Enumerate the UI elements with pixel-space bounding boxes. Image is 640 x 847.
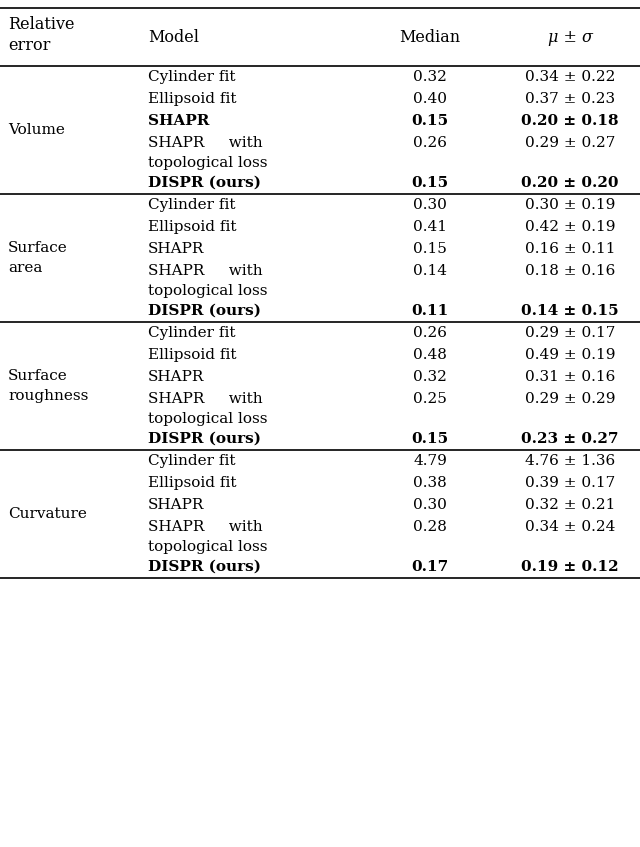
Text: 0.25: 0.25 xyxy=(413,392,447,406)
Text: 0.26: 0.26 xyxy=(413,326,447,340)
Text: 0.30: 0.30 xyxy=(413,498,447,512)
Text: 4.79: 4.79 xyxy=(413,454,447,468)
Text: area: area xyxy=(8,261,42,275)
Text: 0.34 ± 0.22: 0.34 ± 0.22 xyxy=(525,70,615,84)
Text: Ellipsoid fit: Ellipsoid fit xyxy=(148,348,237,362)
Text: 0.14: 0.14 xyxy=(413,264,447,278)
Text: 0.37 ± 0.23: 0.37 ± 0.23 xyxy=(525,92,615,106)
Text: topological loss: topological loss xyxy=(148,540,268,554)
Text: 0.19 ± 0.12: 0.19 ± 0.12 xyxy=(521,560,619,574)
Text: SHAPR: SHAPR xyxy=(148,498,204,512)
Text: DISPR (ours): DISPR (ours) xyxy=(148,560,261,574)
Text: topological loss: topological loss xyxy=(148,156,268,169)
Text: 0.42 ± 0.19: 0.42 ± 0.19 xyxy=(525,220,615,234)
Text: 0.30 ± 0.19: 0.30 ± 0.19 xyxy=(525,198,615,212)
Text: 0.30: 0.30 xyxy=(413,198,447,212)
Text: 0.29 ± 0.27: 0.29 ± 0.27 xyxy=(525,136,615,150)
Text: 0.23 ± 0.27: 0.23 ± 0.27 xyxy=(521,432,619,446)
Text: 0.11: 0.11 xyxy=(412,304,449,318)
Text: DISPR (ours): DISPR (ours) xyxy=(148,432,261,446)
Text: 0.32: 0.32 xyxy=(413,370,447,384)
Text: Surface: Surface xyxy=(8,369,68,383)
Text: 0.41: 0.41 xyxy=(413,220,447,234)
Text: 0.29 ± 0.29: 0.29 ± 0.29 xyxy=(525,392,615,406)
Text: Relative: Relative xyxy=(8,16,74,33)
Text: Ellipsoid fit: Ellipsoid fit xyxy=(148,92,237,106)
Text: 0.39 ± 0.17: 0.39 ± 0.17 xyxy=(525,476,615,490)
Text: Model: Model xyxy=(148,29,199,46)
Text: 0.14 ± 0.15: 0.14 ± 0.15 xyxy=(521,304,619,318)
Text: 0.20 ± 0.18: 0.20 ± 0.18 xyxy=(521,114,619,128)
Text: 0.48: 0.48 xyxy=(413,348,447,362)
Text: SHAPR     with: SHAPR with xyxy=(148,136,262,150)
Text: Cylinder fit: Cylinder fit xyxy=(148,454,236,468)
Text: Median: Median xyxy=(399,29,461,46)
Text: error: error xyxy=(8,37,51,54)
Text: SHAPR: SHAPR xyxy=(148,370,204,384)
Text: 0.40: 0.40 xyxy=(413,92,447,106)
Text: 0.32: 0.32 xyxy=(413,70,447,84)
Text: DISPR (ours): DISPR (ours) xyxy=(148,304,261,318)
Text: 0.15: 0.15 xyxy=(412,114,449,128)
Text: Curvature: Curvature xyxy=(8,507,87,521)
Text: 0.31 ± 0.16: 0.31 ± 0.16 xyxy=(525,370,615,384)
Text: 0.49 ± 0.19: 0.49 ± 0.19 xyxy=(525,348,615,362)
Text: Cylinder fit: Cylinder fit xyxy=(148,198,236,212)
Text: 0.15: 0.15 xyxy=(413,242,447,256)
Text: 0.18 ± 0.16: 0.18 ± 0.16 xyxy=(525,264,615,278)
Text: SHAPR: SHAPR xyxy=(148,242,204,256)
Text: 0.32 ± 0.21: 0.32 ± 0.21 xyxy=(525,498,615,512)
Text: Cylinder fit: Cylinder fit xyxy=(148,326,236,340)
Text: 0.17: 0.17 xyxy=(412,560,449,574)
Text: topological loss: topological loss xyxy=(148,284,268,298)
Text: DISPR (ours): DISPR (ours) xyxy=(148,176,261,190)
Text: 4.76 ± 1.36: 4.76 ± 1.36 xyxy=(525,454,615,468)
Text: Surface: Surface xyxy=(8,241,68,255)
Text: μ ± σ: μ ± σ xyxy=(548,29,593,46)
Text: SHAPR: SHAPR xyxy=(148,114,209,128)
Text: SHAPR     with: SHAPR with xyxy=(148,392,262,406)
Text: 0.26: 0.26 xyxy=(413,136,447,150)
Text: 0.15: 0.15 xyxy=(412,432,449,446)
Text: roughness: roughness xyxy=(8,389,88,403)
Text: Ellipsoid fit: Ellipsoid fit xyxy=(148,220,237,234)
Text: SHAPR     with: SHAPR with xyxy=(148,264,262,278)
Text: 0.29 ± 0.17: 0.29 ± 0.17 xyxy=(525,326,615,340)
Text: 0.15: 0.15 xyxy=(412,176,449,190)
Text: 0.38: 0.38 xyxy=(413,476,447,490)
Text: topological loss: topological loss xyxy=(148,412,268,426)
Text: Cylinder fit: Cylinder fit xyxy=(148,70,236,84)
Text: 0.20 ± 0.20: 0.20 ± 0.20 xyxy=(521,176,619,190)
Text: SHAPR     with: SHAPR with xyxy=(148,520,262,534)
Text: Volume: Volume xyxy=(8,123,65,137)
Text: 0.34 ± 0.24: 0.34 ± 0.24 xyxy=(525,520,615,534)
Text: 0.16 ± 0.11: 0.16 ± 0.11 xyxy=(525,242,615,256)
Text: 0.28: 0.28 xyxy=(413,520,447,534)
Text: Ellipsoid fit: Ellipsoid fit xyxy=(148,476,237,490)
